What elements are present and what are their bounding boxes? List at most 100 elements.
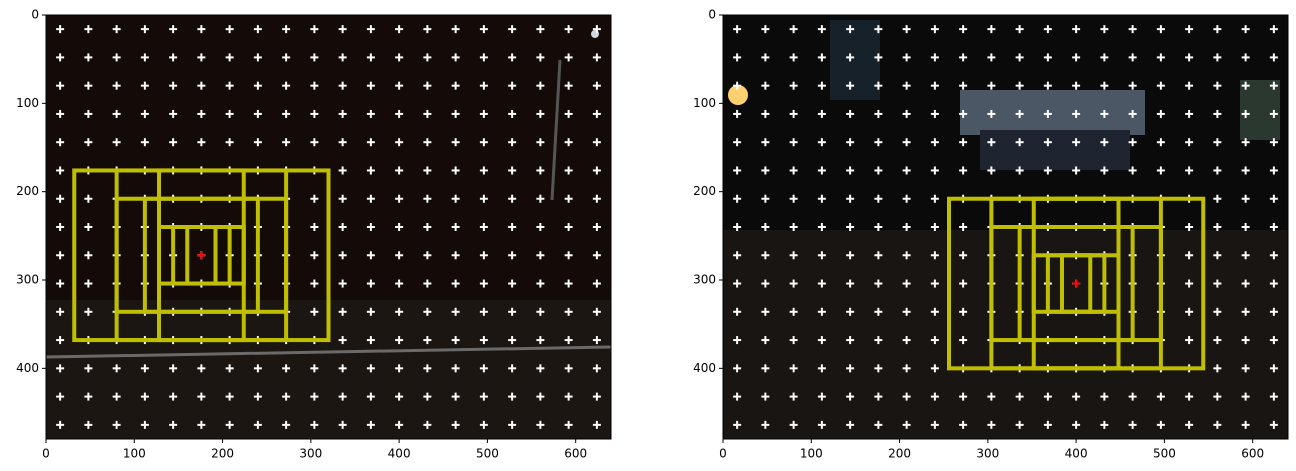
anchor-point: [817, 81, 826, 90]
anchor-point: [1100, 109, 1109, 118]
anchor-point: [564, 138, 573, 147]
anchor-point: [817, 25, 826, 34]
anchor-point: [1015, 109, 1024, 118]
anchor-point: [874, 166, 883, 175]
anchor-point: [225, 364, 234, 373]
anchor-point: [846, 307, 855, 316]
anchor-point: [733, 279, 742, 288]
anchor-point: [197, 392, 206, 401]
anchor-point: [56, 251, 65, 260]
anchor-point: [338, 223, 347, 231]
anchor-point: [592, 336, 601, 345]
anchor-point: [1185, 25, 1194, 34]
anchor-point: [1241, 53, 1250, 62]
anchor-point: [761, 307, 770, 316]
anchor-point: [1185, 53, 1194, 62]
anchor-point: [479, 420, 488, 429]
x-tick-label: 400: [1065, 447, 1088, 461]
anchor-point: [789, 81, 798, 90]
anchor-point: [508, 109, 517, 118]
anchor-point: [169, 420, 178, 429]
anchor-point: [959, 53, 968, 62]
anchor-point: [451, 138, 460, 147]
anchor-point: [564, 25, 573, 34]
anchor-point: [733, 166, 742, 175]
anchor-point: [761, 194, 770, 203]
anchor-point: [479, 81, 488, 90]
y-tick-label: 300: [16, 273, 39, 287]
anchor-point: [987, 81, 996, 90]
anchor-point: [959, 420, 968, 429]
anchor-point: [1213, 307, 1222, 316]
anchor-point: [536, 138, 545, 147]
anchor-point: [451, 420, 460, 429]
anchor-point: [592, 223, 601, 231]
anchor-point: [817, 336, 826, 345]
anchor-point: [253, 81, 262, 90]
anchor-point: [592, 109, 601, 118]
anchor-box: [1017, 225, 1135, 343]
anchor-point: [423, 166, 432, 175]
anchor-point: [56, 109, 65, 118]
anchor-point: [1128, 392, 1137, 401]
anchor-point: [902, 25, 911, 34]
anchor-point: [536, 81, 545, 90]
anchor-point: [84, 223, 93, 231]
anchor-point: [395, 364, 404, 373]
anchor-point: [1072, 392, 1081, 401]
anchor-point: [930, 138, 939, 147]
anchor-point: [846, 25, 855, 34]
anchor-point: [395, 223, 404, 231]
anchor-point: [846, 279, 855, 288]
y-tick-label: 100: [16, 96, 39, 110]
anchor-point: [592, 251, 601, 260]
anchor-point: [395, 279, 404, 288]
anchor-point: [310, 392, 319, 401]
anchor-point: [564, 392, 573, 401]
anchor-point: [1213, 53, 1222, 62]
anchor-point: [930, 307, 939, 316]
anchor-point: [479, 109, 488, 118]
anchor-point: [874, 307, 883, 316]
anchor-point: [338, 336, 347, 345]
anchor-point: [902, 364, 911, 373]
anchor-point: [84, 251, 93, 260]
anchor-point: [310, 307, 319, 316]
anchor-point: [733, 138, 742, 147]
anchor-point: [1241, 138, 1250, 147]
anchor-point: [225, 81, 234, 90]
anchor-point: [1213, 81, 1222, 90]
anchor-point: [789, 25, 798, 34]
anchor-point: [1269, 81, 1278, 90]
anchor-point: [817, 223, 826, 231]
anchor-point: [817, 307, 826, 316]
anchor-point: [366, 109, 375, 118]
anchor-point: [789, 279, 798, 288]
anchor-point: [1128, 420, 1137, 429]
anchor-point: [761, 223, 770, 231]
anchor-point: [789, 109, 798, 118]
anchor-point: [902, 279, 911, 288]
anchor-point: [84, 53, 93, 62]
anchor-point: [479, 138, 488, 147]
anchor-point: [789, 336, 798, 345]
center-point: [197, 251, 206, 260]
anchor-point: [310, 53, 319, 62]
anchor-point: [112, 109, 121, 118]
anchor-point: [1185, 223, 1194, 231]
anchor-point: [1213, 223, 1222, 231]
anchor-point: [395, 109, 404, 118]
anchor-point: [846, 53, 855, 62]
anchor-point: [902, 223, 911, 231]
anchor-point: [930, 81, 939, 90]
anchor-point: [1213, 25, 1222, 34]
anchor-point: [84, 364, 93, 373]
anchor-point: [874, 53, 883, 62]
anchor-point: [366, 138, 375, 147]
anchor-point: [902, 336, 911, 345]
anchor-point: [930, 251, 939, 260]
x-tick-label: 400: [388, 447, 411, 461]
anchor-point: [451, 251, 460, 260]
anchor-point: [789, 223, 798, 231]
x-tick-label: 600: [1241, 447, 1264, 461]
